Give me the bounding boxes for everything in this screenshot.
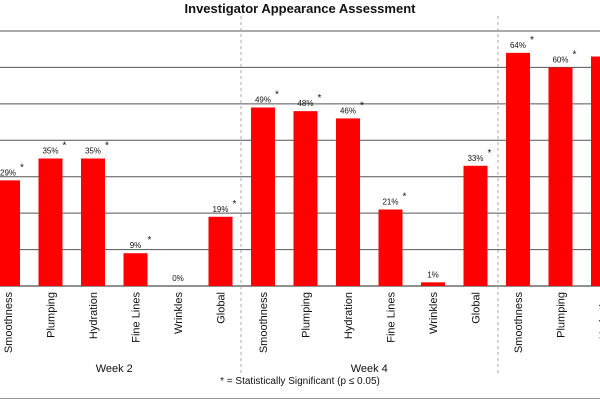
category-tick-label: Global [471,292,483,324]
significance-marker: * [573,49,577,60]
category-tick-label: Smoothness [3,292,15,354]
significance-marker: * [318,93,322,104]
significance-marker: * [233,199,237,210]
category-tick-label: Wrinkles [428,292,440,334]
data-label: 46% [340,106,356,115]
data-label: 60% [552,55,568,64]
category-tick-label: Global [216,292,228,324]
category-tick-label: Smoothness [513,292,525,354]
category-tick-label: Hydration [343,292,355,339]
data-label: 9% [130,241,142,250]
significance-marker: * [105,141,109,152]
bar-hydration [81,158,105,286]
bar-global [463,165,488,286]
category-tick-label: Plumping [301,292,313,338]
footnote: * = Statistically Significant (p ≤ 0.05) [220,376,380,387]
group-label: Week 2 [96,363,133,375]
significance-marker: * [63,141,67,152]
bar-fine-lines [123,253,148,286]
chart-title: Investigator Appearance Assessment [184,1,416,16]
data-label: 48% [297,99,313,108]
data-label: 19% [212,205,228,214]
data-label: 35% [42,147,58,156]
bar-global [208,216,233,286]
bar-smoothness [251,107,275,286]
bar-hydration [591,56,600,286]
data-label: 21% [382,198,398,207]
significance-marker: * [275,90,279,101]
data-label: 64% [510,41,526,50]
data-label: 35% [85,147,101,156]
significance-marker: * [20,162,24,173]
bar-fine-lines [378,209,403,286]
bar-plumping [548,67,573,286]
significance-marker: * [360,100,364,111]
data-label: 49% [255,96,271,105]
bar-smoothness [506,52,530,286]
bottom-rule [0,398,600,399]
group-label: Week 4 [351,363,388,375]
bar-hydration [336,118,360,286]
category-tick-label: Plumping [556,292,568,338]
significance-marker: * [148,235,152,246]
significance-marker: * [403,192,407,203]
category-tick-label: Hydration [598,292,600,339]
bar-plumping [38,158,63,286]
data-label: 29% [0,168,16,177]
category-tick-label: Plumping [46,292,58,338]
significance-marker: * [488,148,492,159]
data-label: 33% [467,154,483,163]
category-tick-label: Smoothness [258,292,270,354]
category-tick-label: Fine Lines [386,292,398,343]
bar-plumping [293,111,318,287]
bar-wrinkles [421,282,445,286]
category-tick-label: Wrinkles [173,292,185,334]
category-tick-label: Hydration [88,292,100,339]
significance-marker: * [530,35,534,46]
category-tick-label: Fine Lines [131,292,143,343]
bar-smoothness [0,180,20,286]
data-label: 0% [172,274,184,283]
data-label: 1% [427,270,439,279]
